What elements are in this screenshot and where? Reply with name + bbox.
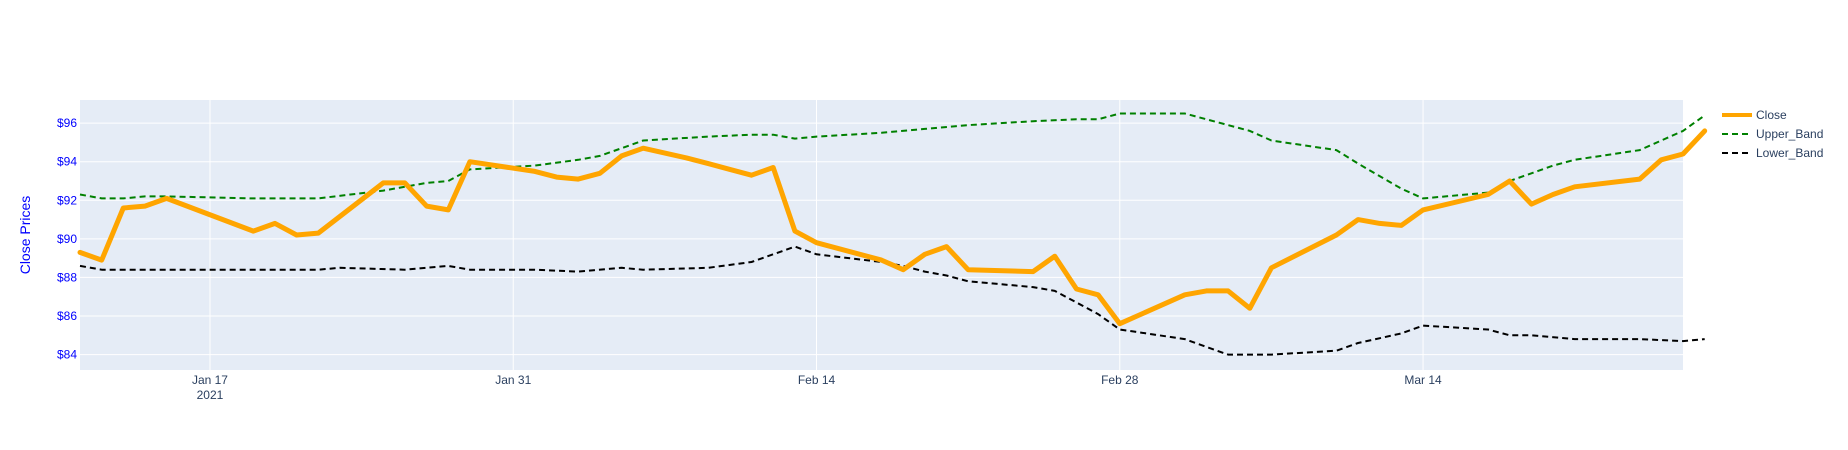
series-line-lower-band bbox=[79, 245, 1705, 356]
plot-background bbox=[80, 100, 1683, 370]
legend-item-upper-band[interactable]: Upper_Band bbox=[1722, 127, 1823, 141]
x-tick-label: Feb 14 bbox=[798, 373, 836, 387]
y-tick-label: $92 bbox=[57, 193, 77, 207]
y-tick-label: $88 bbox=[57, 270, 77, 284]
y-tick-label: $86 bbox=[57, 309, 77, 323]
legend[interactable]: Close Upper_Band Lower_Band bbox=[1722, 108, 1823, 160]
series-lines bbox=[77, 112, 1708, 356]
legend-item-close[interactable]: Close bbox=[1722, 108, 1787, 122]
gridlines bbox=[80, 100, 1683, 370]
y-axis-label: Close Prices bbox=[17, 196, 33, 275]
x-tick-label: Feb 28 bbox=[1101, 373, 1139, 387]
legend-label: Upper_Band bbox=[1756, 127, 1823, 141]
x-tick-label: Jan 17 bbox=[192, 373, 228, 387]
legend-item-lower-band[interactable]: Lower_Band bbox=[1722, 146, 1823, 160]
legend-label: Close bbox=[1756, 108, 1787, 122]
legend-label: Lower_Band bbox=[1756, 146, 1823, 160]
y-tick-label: $96 bbox=[57, 116, 77, 130]
series-line-upper-band bbox=[79, 112, 1706, 200]
x-tick-label: Jan 31 bbox=[495, 373, 531, 387]
x-tick-sublabel: 2021 bbox=[197, 388, 224, 402]
y-tick-label: $94 bbox=[57, 155, 77, 169]
series-line-close bbox=[77, 128, 1708, 327]
y-axis-ticks: $84 $86 $88 $90 $92 $94 $96 bbox=[57, 116, 77, 361]
x-tick-label: Mar 14 bbox=[1404, 373, 1442, 387]
y-tick-label: $84 bbox=[57, 348, 77, 362]
y-tick-label: $90 bbox=[57, 232, 77, 246]
